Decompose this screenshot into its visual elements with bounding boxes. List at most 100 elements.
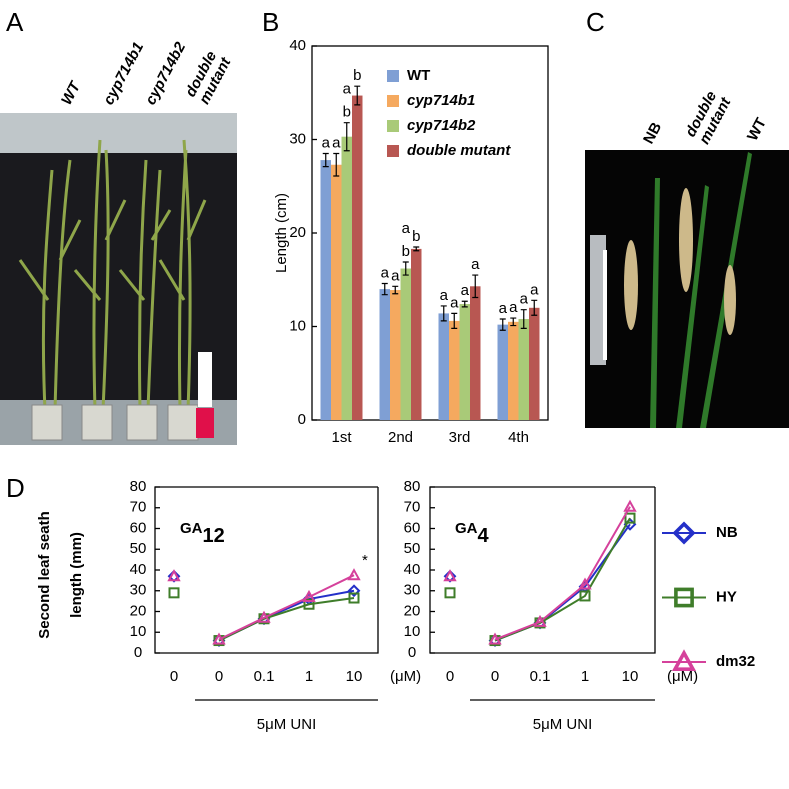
- marker: [348, 592, 360, 604]
- significance-letter: a: [461, 282, 470, 299]
- marker: [533, 614, 547, 627]
- legend-swatch: [387, 145, 399, 157]
- marker: [302, 589, 316, 602]
- error-bar: [520, 309, 527, 329]
- x-tick-label: 2nd: [388, 429, 413, 446]
- photo-c: [585, 150, 789, 428]
- photo-label: cyp714b2: [142, 39, 189, 108]
- y-axis-title: Length (cm): [273, 193, 290, 273]
- marker: [488, 632, 502, 645]
- series-line: [218, 597, 355, 642]
- significance-letter: a: [322, 134, 331, 151]
- x-tick-label: 4th: [508, 429, 529, 446]
- y-tick-label: 0: [298, 411, 306, 428]
- x-tick-label: 3rd: [449, 429, 471, 446]
- y-tick-label: 10: [130, 623, 147, 640]
- error-bar: [440, 305, 447, 322]
- error-bar: [322, 152, 329, 168]
- significance-letter: a: [440, 287, 449, 304]
- bar: [518, 319, 529, 420]
- significance-letter: a: [391, 267, 400, 284]
- photo-label: WT: [744, 115, 770, 144]
- panel-letter: A: [6, 7, 24, 37]
- chart-title: GA4: [455, 520, 490, 547]
- plot-frame: [154, 486, 379, 654]
- y-tick-label: 70: [404, 499, 421, 516]
- marker: [212, 632, 226, 645]
- y-tick-label: 80: [130, 478, 147, 495]
- legend-label: HY: [716, 588, 737, 605]
- marker: [303, 598, 315, 610]
- significance-letter: b: [402, 243, 410, 260]
- series-line: [494, 506, 631, 641]
- bar: [449, 320, 460, 420]
- significance-letter: a: [450, 294, 459, 311]
- x-tick-label: 0: [215, 668, 223, 685]
- x-tick-label: 0.1: [530, 668, 551, 685]
- y-tick-label: 40: [130, 561, 147, 578]
- series-line: [218, 589, 355, 642]
- error-bar: [461, 300, 468, 308]
- y-tick-label: 50: [130, 540, 147, 557]
- marker: [347, 568, 361, 581]
- y-tick-label: 50: [404, 540, 421, 557]
- y-tick-label: 80: [404, 478, 421, 495]
- legend-label: dm32: [716, 653, 755, 670]
- y-tick-label: 60: [404, 519, 421, 536]
- x-tick-label: 0: [491, 668, 499, 685]
- y-tick-label: 20: [289, 224, 306, 241]
- legend-marker: [671, 649, 697, 671]
- legend-label: cyp714b1: [407, 92, 475, 109]
- x-tick-label: 10: [346, 668, 363, 685]
- error-bar: [333, 152, 340, 177]
- x-unit: (μM): [667, 668, 698, 685]
- legend-marker: [674, 587, 694, 608]
- y-tick-label: 20: [404, 602, 421, 619]
- marker: [623, 499, 637, 512]
- marker: [444, 587, 456, 599]
- chart-title: GA12: [180, 520, 225, 547]
- bar: [459, 304, 470, 420]
- bar: [390, 290, 401, 420]
- bar: [331, 164, 342, 420]
- bar: [352, 95, 363, 421]
- significance-letter: b: [343, 104, 351, 121]
- x-unit: (μM): [390, 668, 421, 685]
- significance-letter: a: [471, 256, 480, 273]
- significance-letter: a: [499, 300, 508, 317]
- y-axis-title: Second leaf seath: [36, 511, 53, 639]
- error-bar: [354, 85, 361, 106]
- y-tick-label: 30: [404, 582, 421, 599]
- legend-label: double mutant: [407, 142, 511, 159]
- bar: [508, 321, 519, 420]
- x-tick-label: 0: [170, 668, 178, 685]
- significance-letter: a: [530, 281, 539, 298]
- legend-swatch: [387, 95, 399, 107]
- error-bar: [402, 261, 409, 276]
- error-bar: [499, 318, 506, 331]
- marker: [443, 569, 457, 582]
- bracket-label: 5μM UNI: [533, 716, 592, 733]
- y-axis-title: length (mm): [68, 532, 85, 618]
- error-bar: [392, 285, 399, 295]
- bar: [379, 289, 390, 420]
- y-tick-label: 30: [289, 130, 306, 147]
- error-bar: [413, 246, 420, 252]
- y-tick-label: 60: [130, 519, 147, 536]
- y-tick-label: 70: [130, 499, 147, 516]
- bar: [438, 313, 449, 420]
- bar: [400, 268, 411, 420]
- x-tick-label: 0.1: [254, 668, 275, 685]
- y-tick-label: 20: [130, 602, 147, 619]
- marker: [168, 587, 180, 599]
- significance-letter: a: [343, 81, 352, 98]
- y-tick-label: 0: [134, 644, 142, 661]
- legend-label: NB: [716, 524, 738, 541]
- significance-letter: a: [332, 134, 341, 151]
- significance-letter: b: [353, 67, 361, 84]
- photo-a: [0, 113, 237, 445]
- error-bar: [531, 299, 538, 316]
- photo-label: cyp714b1: [100, 39, 147, 107]
- error-bar: [343, 122, 350, 152]
- bar: [529, 307, 540, 420]
